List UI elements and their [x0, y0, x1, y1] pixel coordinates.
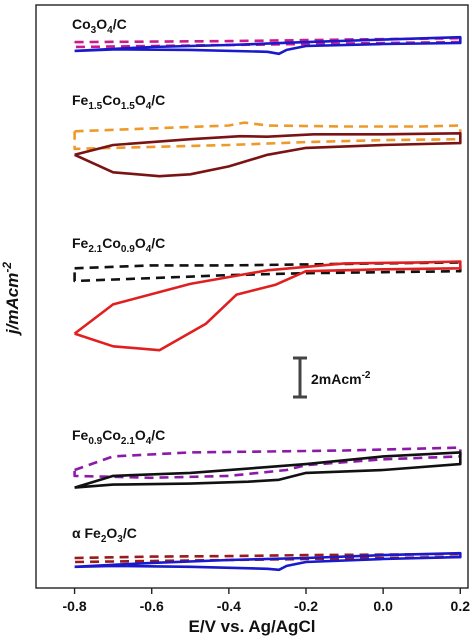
panel-label-part: 2.1: [121, 436, 135, 447]
panel-label-part: O: [106, 525, 117, 541]
panel-label-4: Fe0.9Co2.1O4/C: [72, 427, 165, 447]
panel-label-part: 4: [146, 101, 152, 112]
panel-label-part: /C: [151, 92, 165, 108]
plot-frame: [35, 4, 469, 589]
cv-curve-panel5-solid: [74, 551, 462, 572]
panel-label-part: α Fe: [72, 525, 101, 541]
cv-curve-panel3-solid: [73, 260, 462, 352]
panel-label-part: /C: [113, 16, 127, 32]
panel-label-part: O: [135, 235, 146, 251]
y-axis-label-text: j/mAcm: [3, 273, 22, 336]
scale-bar-sup: -2: [362, 370, 371, 381]
panel-label-part: /C: [151, 235, 165, 251]
panel-label-part: 0.9: [121, 244, 135, 255]
cv-curve-panel4-solid: [74, 451, 462, 489]
cv-curve-panel2-solid: [74, 132, 462, 178]
panel-label-part: O: [135, 427, 146, 443]
panel-label-3: Fe2.1Co0.9O4/C: [72, 235, 165, 255]
panel-label-part: /C: [123, 525, 137, 541]
panel-label-part: Co: [102, 235, 121, 251]
cv-curve-panel3-dashed: [73, 261, 462, 283]
panel-label-part: 0.9: [88, 436, 102, 447]
x-tick-label: 0.2: [451, 598, 471, 614]
x-tick-label: 0.0: [373, 598, 393, 614]
panel-label-2: Fe1.5Co1.5O4/C: [72, 92, 165, 112]
x-axis: -0.8 -0.6 -0.4 -0.2 0.0 0.2: [63, 588, 471, 614]
cv-curve-panel5-dashed: [73, 552, 462, 564]
cv-curve-panel4-dashed: [73, 446, 462, 480]
panel-label-part: 2.1: [88, 244, 102, 255]
panel-label-part: 1.5: [121, 101, 135, 112]
panel-label-part: O: [96, 16, 107, 32]
x-tick-label: -0.8: [63, 598, 87, 614]
x-tick-label: -0.6: [140, 598, 164, 614]
panel-label-part: Fe: [72, 427, 89, 443]
panel-label-part: Co: [102, 427, 121, 443]
panel-label-part: 2: [101, 534, 107, 545]
panel-label-part: 4: [107, 25, 113, 36]
panel-label-part: 3: [91, 25, 97, 36]
panel-labels-layer: Co3O4/CFe1.5Co1.5O4/CFe2.1Co0.9O4/CFe0.9…: [72, 16, 165, 545]
panel-label-part: 4: [146, 244, 152, 255]
scale-bar-label: 2mAcm-2: [311, 370, 371, 387]
panel-label-part: Co: [102, 92, 121, 108]
panel-label-part: 1.5: [88, 101, 102, 112]
panel-label-part: Co: [72, 16, 91, 32]
scale-bar-text: 2mAcm: [311, 371, 362, 387]
x-tick-label: -0.4: [217, 598, 241, 614]
cv-curve-panel1-solid: [74, 35, 462, 56]
panel-label-5: α Fe2O3/C: [72, 525, 137, 545]
y-axis-label: j/mAcm-2: [0, 262, 22, 336]
panel-label-part: 3: [117, 534, 123, 545]
scale-bar: 2mAcm-2: [293, 356, 371, 399]
cv-curve-panel2-dashed: [73, 121, 462, 151]
x-tick-label: -0.2: [294, 598, 318, 614]
panel-label-part: Fe: [72, 235, 89, 251]
x-axis-label: E/V vs. Ag/AgCl: [189, 617, 316, 636]
y-axis-label-sup: -2: [0, 262, 14, 273]
panel-label-1: Co3O4/C: [72, 16, 127, 36]
curves-layer: [73, 35, 462, 572]
panel-label-part: Fe: [72, 92, 89, 108]
panel-label-part: O: [135, 92, 146, 108]
panel-label-part: /C: [151, 427, 165, 443]
panel-label-part: 4: [146, 436, 152, 447]
